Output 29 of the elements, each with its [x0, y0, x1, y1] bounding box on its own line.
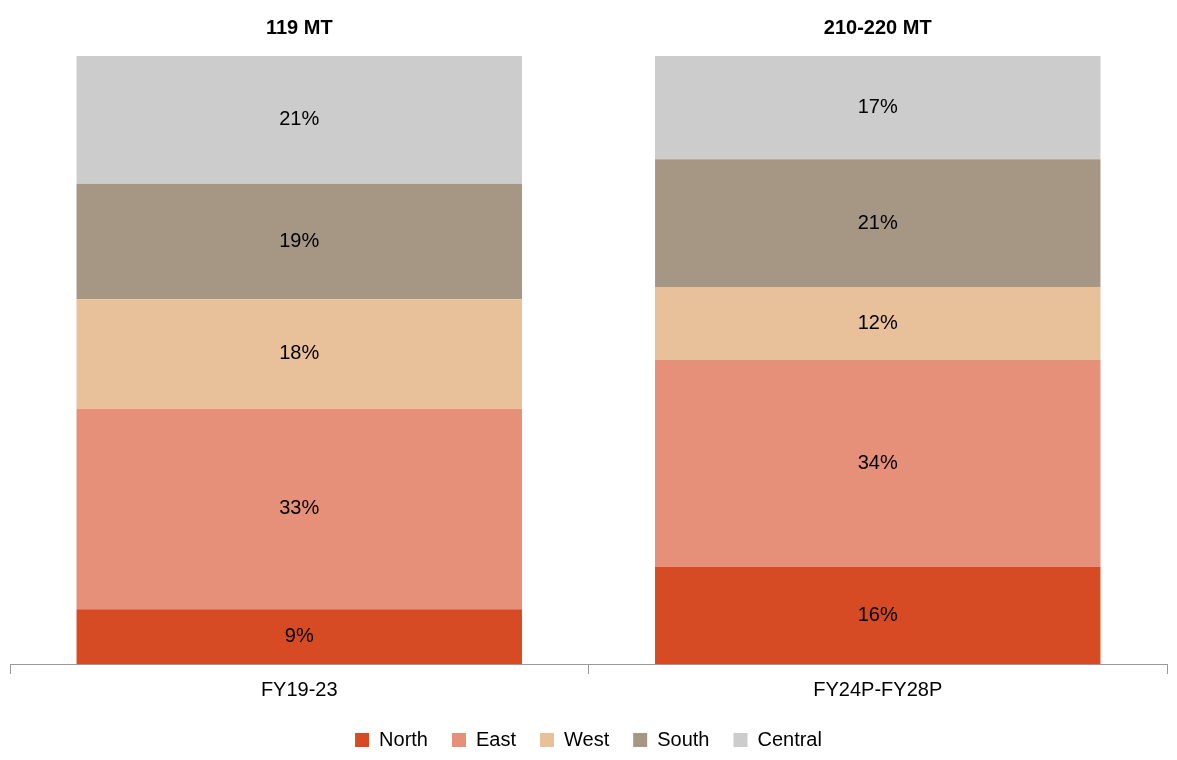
bar — [76, 609, 522, 664]
bar — [76, 56, 522, 184]
bar — [76, 299, 522, 409]
bar — [655, 360, 1101, 567]
data-label: 16% — [857, 602, 898, 625]
data-label: 9% — [284, 624, 314, 647]
data-label: 21% — [857, 210, 898, 233]
bar — [76, 408, 522, 610]
x-tick-label: FY19-23 — [260, 677, 338, 700]
bar — [655, 287, 1101, 360]
data-label: 19% — [279, 228, 320, 251]
legend-label: North — [379, 727, 428, 750]
x-tick-label: FY24P-FY28P — [813, 677, 943, 700]
bar — [76, 183, 522, 300]
data-label: 21% — [279, 107, 320, 130]
bar — [655, 566, 1101, 664]
bar — [655, 56, 1101, 160]
data-label: 17% — [857, 95, 898, 118]
data-label: 12% — [857, 311, 898, 334]
data-label: 34% — [857, 450, 898, 473]
legend-label: West — [564, 727, 610, 750]
legend-label: East — [475, 727, 517, 750]
data-label: 18% — [279, 341, 320, 364]
bar — [655, 159, 1101, 288]
legend-label: South — [657, 727, 710, 750]
annotation: 210-220 MT — [823, 15, 932, 38]
data-label: 33% — [279, 496, 320, 519]
annotation: 119 MT — [265, 15, 333, 38]
legend-label: Central — [757, 727, 822, 750]
